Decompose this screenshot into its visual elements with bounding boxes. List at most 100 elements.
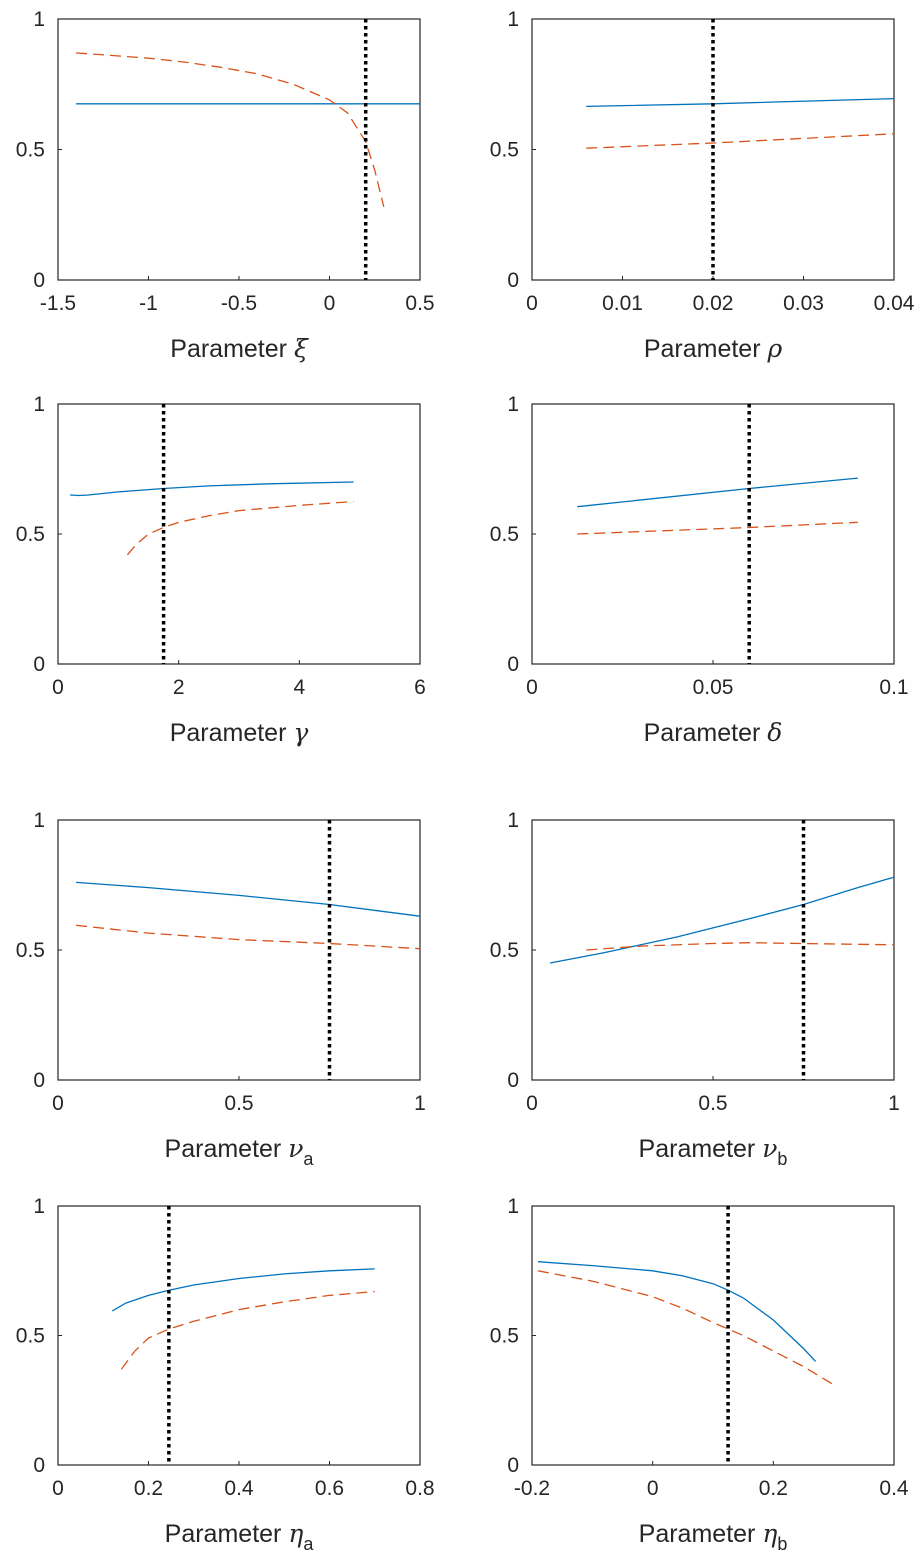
y-tick-label: 0.5 xyxy=(16,1325,45,1348)
x-tick-label: 2 xyxy=(173,676,185,699)
x-axis-label-subscript: b xyxy=(777,1149,787,1169)
series-line-dashed xyxy=(537,1270,835,1386)
x-axis-label-text: Parameter xyxy=(644,719,768,747)
y-tick-label: 1 xyxy=(33,1195,45,1218)
x-tick-label: -0.2 xyxy=(514,1477,550,1500)
plot-area xyxy=(531,1205,895,1466)
x-tick-label: 0 xyxy=(647,1477,659,1500)
y-tick-label: 1 xyxy=(507,393,519,416)
x-axis-label: Parameter ρ xyxy=(644,334,783,363)
x-tick-label: 0.2 xyxy=(759,1477,788,1500)
plot-area xyxy=(57,18,421,281)
x-axis-label-text: Parameter xyxy=(170,335,294,363)
series-line-solid xyxy=(111,1268,375,1312)
plot-area xyxy=(57,403,421,665)
series-line-solid xyxy=(76,881,420,917)
y-tick-label: 0 xyxy=(33,1069,45,1092)
y-tick-label: 0.5 xyxy=(490,1325,519,1348)
x-axis-label-symbol: ν xyxy=(762,1134,777,1163)
x-axis-label: Parameter ηa xyxy=(165,1519,315,1554)
plot-area xyxy=(57,1205,421,1466)
series-line-solid xyxy=(537,1261,817,1362)
x-tick-label: 0 xyxy=(526,1092,538,1115)
x-tick-label: 0 xyxy=(526,292,538,315)
x-axis-label-text: Parameter xyxy=(639,1520,763,1548)
y-tick-label: 1 xyxy=(33,809,45,832)
x-tick-label: 0.2 xyxy=(134,1477,163,1500)
x-tick-label: 1 xyxy=(414,1092,426,1115)
x-axis-label-text: Parameter xyxy=(170,719,294,747)
x-tick-label: 0.04 xyxy=(874,292,915,315)
series-line-solid xyxy=(70,481,354,497)
chart-panel-3: 0 2 4 6 0 0.5 1 Parameter γ xyxy=(16,393,426,747)
x-tick-label: 0 xyxy=(52,676,64,699)
x-axis-label-text: Parameter xyxy=(165,1135,289,1163)
x-tick-label: 0.8 xyxy=(405,1477,434,1500)
y-tick-label: 0.5 xyxy=(16,139,45,162)
x-tick-label: 0 xyxy=(526,676,538,699)
y-tick-label: 0 xyxy=(507,653,519,676)
x-tick-label: 0.1 xyxy=(879,676,908,699)
x-axis-label-symbol: ξ xyxy=(294,334,309,363)
x-axis-label: Parameter δ xyxy=(644,718,783,747)
x-axis-label: Parameter νa xyxy=(165,1134,315,1169)
x-tick-label: 0.4 xyxy=(224,1477,254,1500)
plot-area xyxy=(57,819,421,1081)
y-tick-label: 1 xyxy=(507,1195,519,1218)
x-axis-label-symbol: γ xyxy=(293,718,308,747)
x-tick-label: 0.5 xyxy=(698,1092,727,1115)
y-tick-label: 1 xyxy=(33,393,45,416)
x-tick-label: 1 xyxy=(888,1092,900,1115)
x-tick-label: 0 xyxy=(52,1092,64,1115)
x-axis-label-symbol: ν xyxy=(288,1134,303,1163)
x-tick-label: 6 xyxy=(414,676,426,699)
y-tick-label: 0.5 xyxy=(16,939,45,962)
y-tick-label: 0 xyxy=(507,1069,519,1092)
chart-panel-5: 0 0.5 1 0 0.5 1 Parameter νa xyxy=(16,809,426,1169)
chart-panel-2: 0 0.01 0.02 0.03 0.04 0 0.5 1 Parameter ρ xyxy=(490,8,915,363)
x-tick-label: 0.5 xyxy=(405,292,434,315)
x-axis-label: Parameter ηb xyxy=(639,1519,788,1554)
x-axis-label-text: Parameter xyxy=(165,1520,289,1548)
x-axis-label-subscript: a xyxy=(303,1149,314,1169)
x-tick-label: 0.5 xyxy=(224,1092,253,1115)
y-tick-label: 0 xyxy=(33,653,45,676)
x-tick-label: 0 xyxy=(324,292,336,315)
x-tick-label: -0.5 xyxy=(221,292,257,315)
y-tick-label: 0 xyxy=(507,1454,519,1477)
series-line-dashed xyxy=(120,1290,375,1370)
x-axis-label: Parameter ξ xyxy=(170,334,309,363)
y-tick-label: 0.5 xyxy=(490,939,519,962)
x-tick-label: 4 xyxy=(293,676,305,699)
x-axis-label-symbol: η xyxy=(288,1519,303,1548)
y-tick-label: 1 xyxy=(33,8,45,31)
x-tick-label: 0.05 xyxy=(693,676,734,699)
series-line-solid xyxy=(549,876,894,964)
chart-panel-7: 0 0.2 0.4 0.6 0.8 0 0.5 1 Parameter ηa xyxy=(16,1195,435,1554)
y-tick-label: 0 xyxy=(33,269,45,292)
y-tick-label: 1 xyxy=(507,8,519,31)
y-tick-label: 0.5 xyxy=(490,523,519,546)
y-tick-label: 0 xyxy=(507,269,519,292)
y-tick-label: 0 xyxy=(33,1454,45,1477)
x-tick-label: -1.5 xyxy=(40,292,76,315)
x-axis-label: Parameter νb xyxy=(639,1134,788,1169)
x-tick-label: 0.02 xyxy=(693,292,734,315)
x-tick-label: -1 xyxy=(139,292,158,315)
x-axis-label-subscript: b xyxy=(777,1534,787,1554)
series-line-dashed xyxy=(126,500,354,556)
series-line-dashed xyxy=(586,133,894,149)
x-tick-label: 0 xyxy=(52,1477,64,1500)
series-line-dashed xyxy=(577,521,858,535)
x-tick-label: 0.4 xyxy=(879,1477,909,1500)
x-axis-label-subscript: a xyxy=(303,1534,314,1554)
x-tick-label: 0.03 xyxy=(783,292,824,315)
x-axis-label: Parameter γ xyxy=(170,718,309,747)
x-axis-label-symbol: η xyxy=(762,1519,777,1548)
series-line-dashed xyxy=(586,942,894,951)
x-axis-label-text: Parameter xyxy=(644,335,768,363)
chart-panel-4: 0 0.05 0.1 0 0.5 1 Parameter δ xyxy=(490,393,909,747)
series-line-dashed xyxy=(76,924,420,950)
